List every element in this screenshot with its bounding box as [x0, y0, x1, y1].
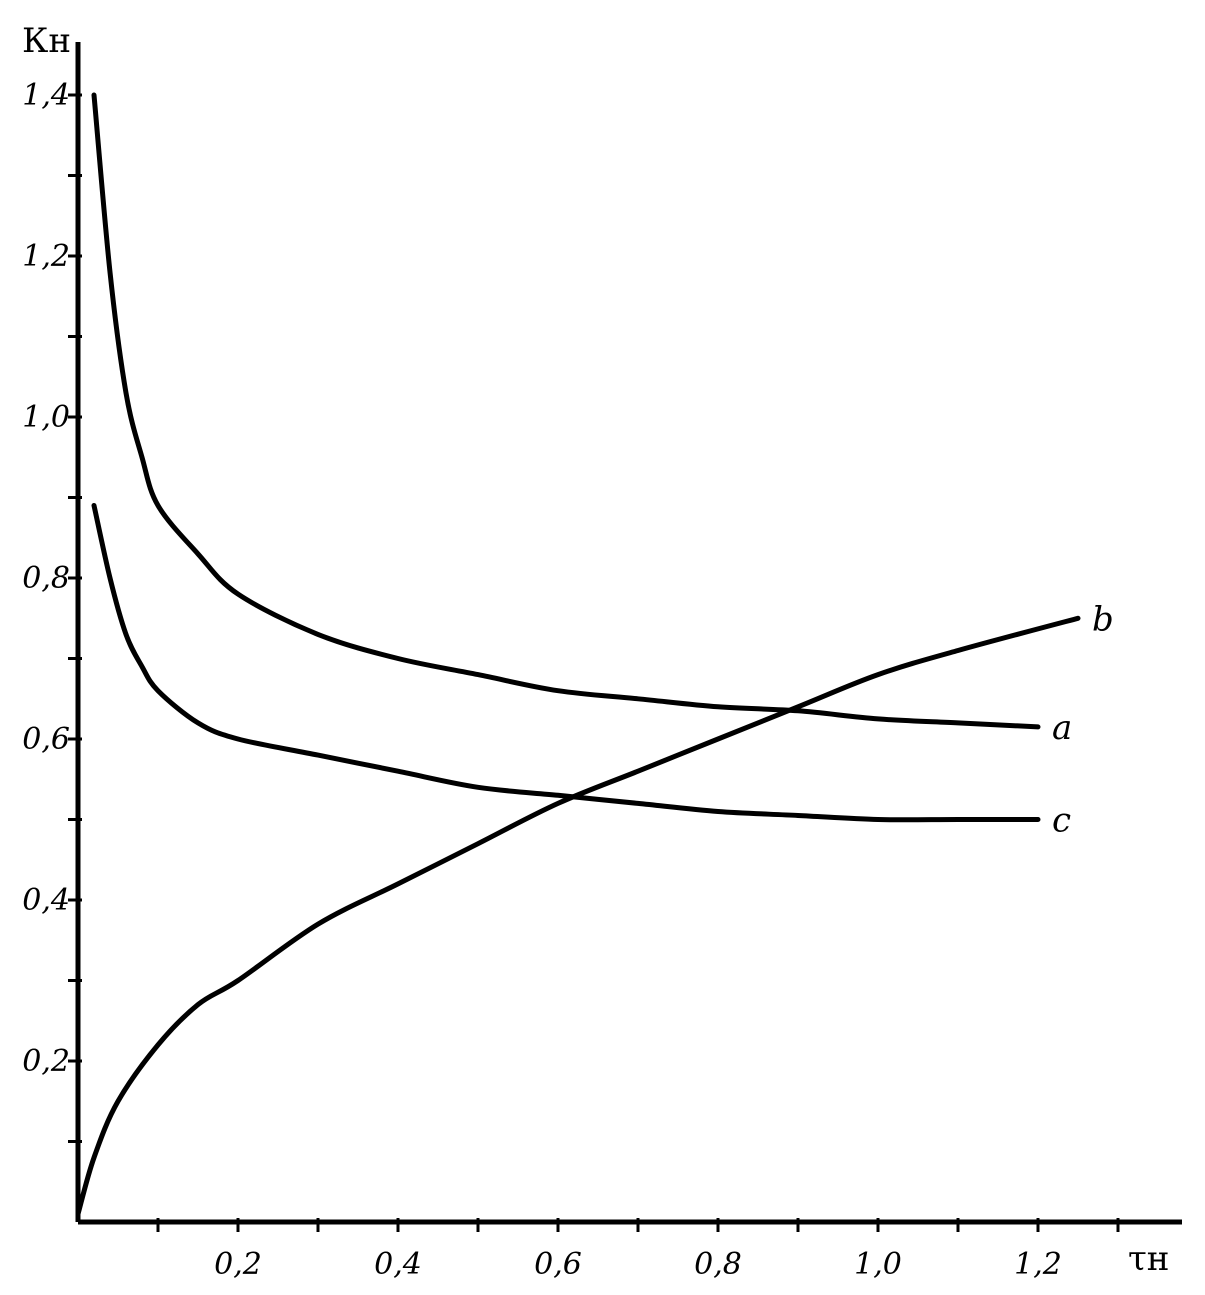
y-tick-label: 1,4 — [22, 78, 70, 113]
y-tick-label: 0,4 — [22, 883, 70, 918]
x-tick-label: 1,0 — [854, 1247, 902, 1282]
x-axis-title: τн — [1128, 1239, 1169, 1279]
axes — [75, 42, 1182, 1225]
series-label-a: a — [1052, 708, 1072, 748]
x-tick-label: 0,8 — [694, 1247, 742, 1282]
y-tick-label: 1,0 — [22, 400, 70, 435]
y-tick-label: 0,8 — [22, 561, 70, 596]
y-tick-label: 1,2 — [22, 239, 70, 274]
curves — [75, 92, 1081, 1217]
series-labels: a b c — [1052, 599, 1114, 840]
y-axis-title: Кн — [22, 21, 71, 61]
x-tick-label: 0,6 — [534, 1247, 582, 1282]
series-label-c: c — [1052, 801, 1071, 841]
x-tick-label: 0,4 — [374, 1247, 422, 1282]
tick-labels: 0,2 0,4 0,6 0,8 1,0 1,2 1,4 0,2 0,4 0,6 0,8 1,0 1,2 — [22, 78, 1062, 1282]
y-tick-label: 0,2 — [22, 1044, 70, 1079]
x-tick-label: 0,2 — [214, 1247, 262, 1282]
ticks — [68, 93, 1120, 1232]
series-line-b — [75, 615, 1081, 1217]
series-line-c — [91, 503, 1041, 823]
series-line-a — [91, 92, 1041, 730]
x-tick-label: 1,2 — [1014, 1247, 1062, 1282]
y-tick-label: 0,6 — [22, 722, 70, 757]
series-label-b: b — [1092, 599, 1114, 639]
